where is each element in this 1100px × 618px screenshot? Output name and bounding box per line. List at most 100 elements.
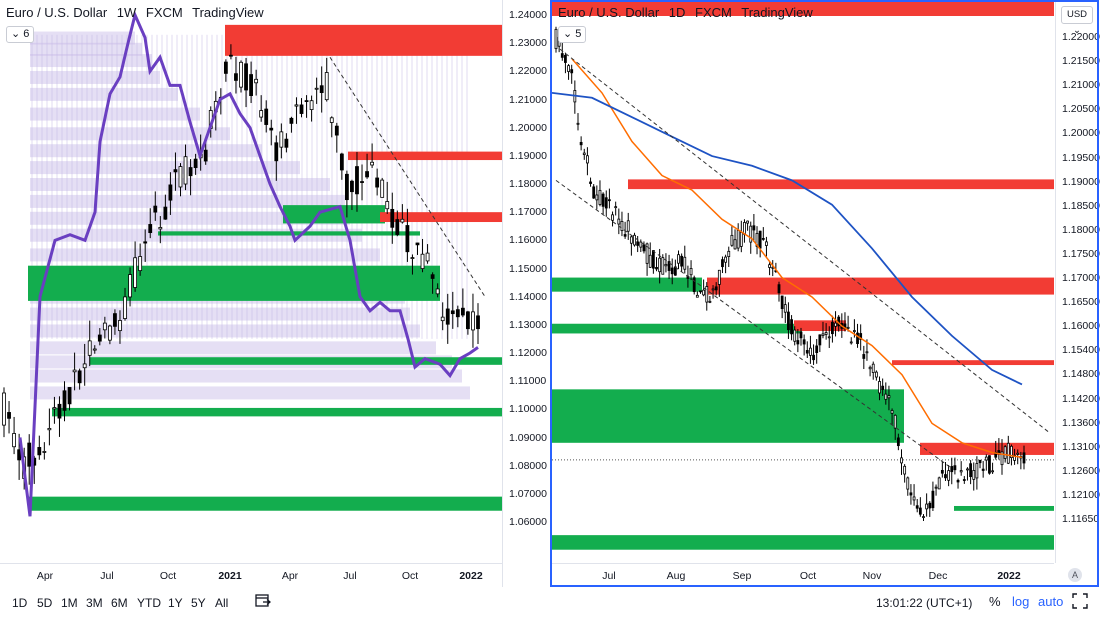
range-6m[interactable]: 6M xyxy=(111,596,128,610)
range-ytd[interactable]: YTD xyxy=(137,596,161,610)
ema-fast-line xyxy=(571,58,1023,459)
price-tick-label: 1.14800 xyxy=(1062,368,1100,381)
candle-body xyxy=(765,241,768,246)
candle-body xyxy=(168,184,173,201)
candle-body xyxy=(329,117,334,123)
indicators-toggle-left[interactable]: ⌄ 6 xyxy=(6,26,35,43)
legend-symbol: Euro / U.S. Dollar xyxy=(6,5,108,20)
price-tick-label: 1.16000 xyxy=(1062,320,1100,333)
time-axis-left[interactable]: Apr Jul Oct 2021 Apr Jul Oct 2022 xyxy=(0,563,502,588)
candle-body xyxy=(809,347,812,356)
candle-body xyxy=(953,465,957,471)
time-tick-label: Oct xyxy=(159,570,177,582)
volume-profile-bar xyxy=(30,161,300,175)
candle-body xyxy=(981,468,985,471)
candle-body xyxy=(906,477,910,490)
candle-body xyxy=(229,54,233,57)
time-axis-right[interactable]: Jul Aug Sep Oct Nov Dec 2022 xyxy=(552,563,1054,588)
price-tick-label: 1.13000 xyxy=(509,318,547,331)
candle-body xyxy=(812,354,815,361)
fullscreen-icon[interactable] xyxy=(1072,593,1088,609)
indicator-count: 5 xyxy=(575,28,582,40)
candle-body xyxy=(648,254,652,268)
candle-body xyxy=(42,451,47,453)
auto-scale-toggle[interactable]: auto xyxy=(1038,594,1064,609)
candle-body xyxy=(978,459,982,464)
candle-body xyxy=(909,492,913,496)
candle-body xyxy=(304,100,309,102)
price-tick-label: 1.20000 xyxy=(1062,127,1100,140)
candle-body xyxy=(183,156,188,185)
price-tick-label: 1.17500 xyxy=(1062,247,1100,260)
candle-body xyxy=(1003,446,1007,459)
price-tick-label: 1.24000 xyxy=(509,9,547,21)
candle-body xyxy=(890,410,894,414)
candle-body xyxy=(87,340,92,356)
price-tick-label: 1.22000 xyxy=(509,65,547,78)
percent-scale-button[interactable]: % xyxy=(989,594,1001,609)
chart-canvas-right[interactable] xyxy=(552,0,1054,563)
candle-body xyxy=(940,469,944,474)
price-axis-right[interactable]: 1.22000 1.21500 1.21000 1.20500 1.20000 1.195… xyxy=(1055,0,1100,563)
ema-slow-line xyxy=(552,92,1023,386)
candle-body xyxy=(752,225,756,231)
price-tick-label: 1.16500 xyxy=(1062,296,1100,309)
volume-profile-bar xyxy=(30,211,350,225)
candle-body xyxy=(47,428,52,431)
price-tick-label: 1.10000 xyxy=(509,403,547,416)
range-1d[interactable]: 1D xyxy=(12,596,28,610)
price-tick-label: 1.06000 xyxy=(509,516,547,528)
candle-body xyxy=(670,267,674,275)
chart-pane-right[interactable]: Euro / U.S. Dollar 1D FXCM TradingView ⌄… xyxy=(552,0,1054,563)
range-all[interactable]: All xyxy=(215,596,229,610)
range-5d[interactable]: 5D xyxy=(37,596,53,610)
candle-body xyxy=(887,395,891,399)
candle-body xyxy=(846,326,850,329)
candle-body xyxy=(455,309,460,318)
auto-scale-button[interactable]: A xyxy=(1068,568,1082,582)
candle-body xyxy=(567,65,570,72)
candle-body xyxy=(793,329,797,342)
candle-body xyxy=(254,78,259,84)
chart-pane-left[interactable]: Euro / U.S. Dollar 1W FXCM TradingView ⌄… xyxy=(0,0,502,563)
clock-timezone[interactable]: 13:01:22 (UTC+1) xyxy=(876,596,973,610)
candle-body xyxy=(975,463,979,479)
candle-body xyxy=(128,274,132,298)
candle-body xyxy=(915,505,919,509)
candle-body xyxy=(390,208,395,228)
candle-body xyxy=(783,304,787,313)
candle-body xyxy=(138,256,143,272)
price-axis-left[interactable]: 1.24000 1.23000 1.22000 1.21000 1.20000 1.190… xyxy=(503,0,549,563)
indicators-toggle-right[interactable]: ⌄ 5 xyxy=(558,26,587,43)
pane-divider[interactable] xyxy=(502,0,503,587)
price-tick-label: 1.18000 xyxy=(509,178,547,190)
price-tick-label: 1.19000 xyxy=(509,149,547,162)
time-tick-label: 2021 xyxy=(218,570,242,582)
chart-legend-right: Euro / U.S. Dollar 1D FXCM TradingView xyxy=(558,5,819,20)
time-tick-label: Jul xyxy=(602,570,616,582)
candle-body xyxy=(72,369,77,373)
price-tick-label: 1.11650 xyxy=(1062,513,1100,525)
candle-body xyxy=(623,234,627,237)
candle-body xyxy=(959,470,963,473)
range-1y[interactable]: 1Y xyxy=(168,596,183,610)
candle-body xyxy=(639,241,643,248)
range-5y[interactable]: 5Y xyxy=(191,596,206,610)
demand-zone xyxy=(28,265,440,301)
volume-profile-bar xyxy=(30,107,200,121)
candle-body xyxy=(582,152,586,155)
range-1m[interactable]: 1M xyxy=(61,596,78,610)
date-range-icon[interactable] xyxy=(255,593,271,609)
chart-canvas-left[interactable] xyxy=(0,0,502,563)
candle-body xyxy=(178,166,183,188)
log-scale-button[interactable]: log xyxy=(1012,594,1030,609)
candle-body xyxy=(824,332,828,335)
candle-body xyxy=(991,470,994,473)
candle-body xyxy=(1016,452,1020,455)
indicator-count: 6 xyxy=(23,28,30,40)
currency-selector[interactable]: USD ⌄ xyxy=(1061,6,1093,36)
range-3m[interactable]: 3M xyxy=(86,596,103,610)
candle-body xyxy=(2,392,6,426)
time-tick-label: 2022 xyxy=(997,570,1021,582)
candle-body xyxy=(1006,442,1010,464)
